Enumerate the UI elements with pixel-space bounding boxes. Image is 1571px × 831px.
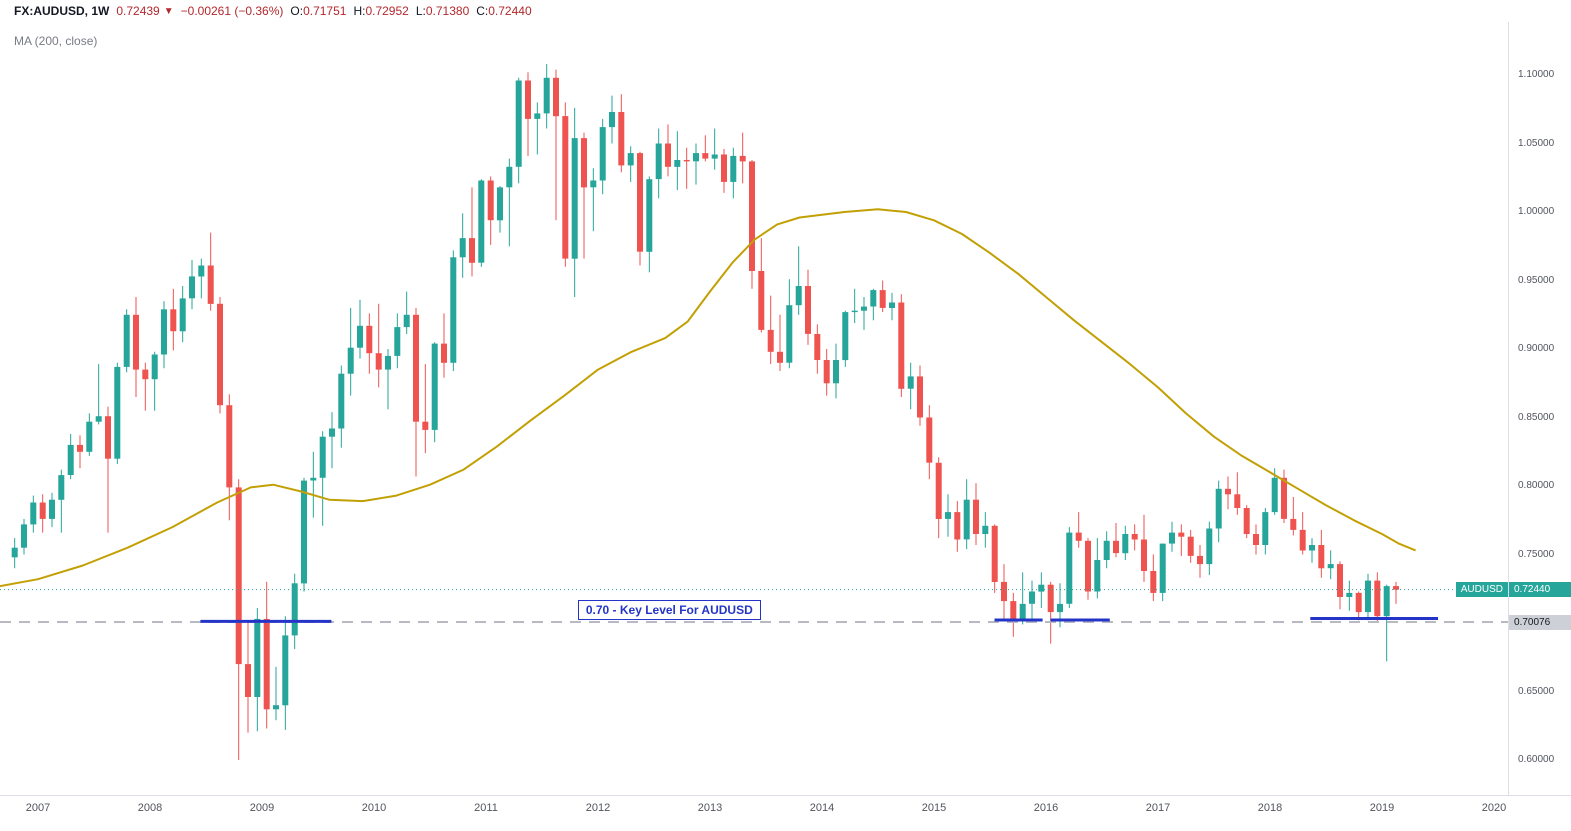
ohlc-high-value: 0.72952 [365,4,409,18]
price-tick-label: 0.95000 [1518,274,1555,286]
price-tick-label: 0.90000 [1518,343,1555,355]
ohlc-close: C:0.72440 [476,4,531,18]
series-symbol-tag: AUDUSD [1455,581,1508,597]
year-tick-label: 2015 [921,802,947,814]
ohlc-open: O:0.71751 [290,4,346,18]
ohlc-high-label: H: [353,4,366,18]
level-price-axis-tag: 0.70076 [1509,615,1571,630]
year-tick-label: 2010 [361,802,387,814]
down-arrow-icon: ▼ [163,5,174,17]
ohlc-close-value: 0.72440 [488,4,532,18]
ohlc-low-value: 0.71380 [425,4,470,18]
legend-row: FX:AUDUSD, 1W 0.72439 ▼ −0.00261 (−0.36%… [0,0,1571,22]
year-tick-label: 2008 [137,802,163,814]
year-tick-label: 2019 [1369,802,1395,814]
year-tick-label: 2011 [474,802,498,814]
last-price: 0.72439 [116,4,160,18]
price-tick-label: 1.05000 [1518,137,1555,149]
year-tick-label: 2014 [809,802,835,814]
year-tick-label: 2018 [1257,802,1283,814]
price-tick-label: 1.10000 [1518,69,1555,81]
year-tick-label: 2009 [249,802,275,814]
candlestick-series [11,64,1399,760]
symbol-title[interactable]: FX:AUDUSD, 1W [14,4,110,18]
price-axis[interactable]: 0.600000.650000.700000.750000.800000.850… [1508,22,1571,795]
price-tick-label: 0.75000 [1518,548,1555,560]
ohlc-high: H:0.72952 [353,4,408,18]
ohlc-open-label: O: [290,4,304,18]
ohlc-close-label: C: [476,4,489,18]
year-tick-label: 2012 [585,802,611,814]
last-price-axis-tag: 0.72440 [1509,581,1571,597]
indicator-label[interactable]: MA (200, close) [14,34,98,48]
year-tick-label: 2020 [1481,802,1507,814]
price-tick-label: 0.85000 [1518,411,1555,423]
ma-200-line [0,208,1416,588]
ohlc-low-label: L: [415,4,426,18]
price-tick-label: 0.60000 [1518,754,1555,766]
key-level-annotation[interactable]: 0.70 - Key Level For AUDUSD [577,600,761,621]
price-tick-label: 1.00000 [1518,206,1555,218]
price-tick-label: 0.65000 [1518,685,1555,697]
year-tick-label: 2017 [1145,802,1171,814]
price-tick-label: 0.80000 [1518,480,1555,492]
ohlc-low: L:0.71380 [416,4,469,18]
year-tick-label: 2007 [25,802,51,814]
year-tick-label: 2013 [697,802,723,814]
ohlc-open-value: 0.71751 [303,4,347,18]
year-tick-label: 2016 [1033,802,1059,814]
time-axis[interactable]: 2007 2008 2009 2010 2011 2012 2013 2014 2015 2016… [0,795,1571,831]
price-change: −0.00261 (−0.36%) [180,4,284,18]
